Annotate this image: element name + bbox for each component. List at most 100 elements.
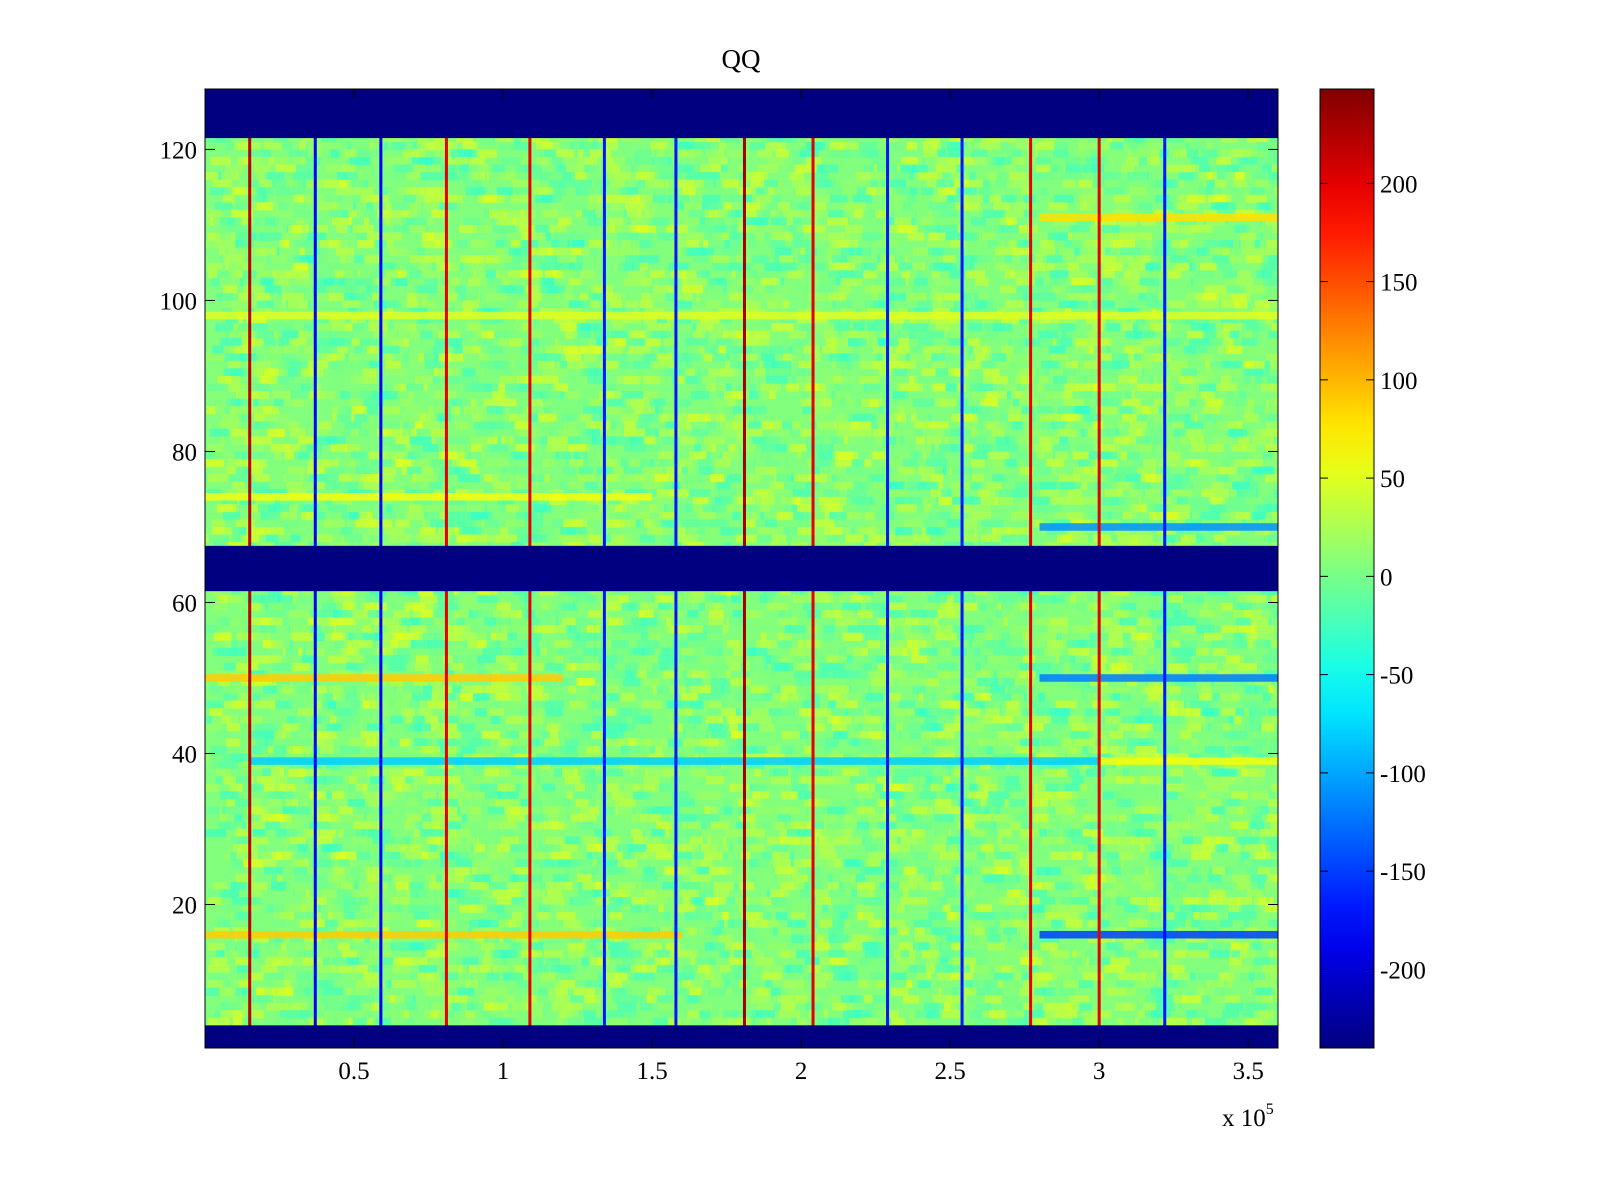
heatmap-noise-cell — [477, 338, 499, 347]
heatmap-noise-cell — [1205, 375, 1228, 385]
heatmap-noise-cell — [1267, 375, 1278, 385]
heatmap-noise-cell — [623, 262, 641, 271]
heatmap-noise-cell — [524, 232, 546, 241]
heatmap-noise-cell — [610, 315, 628, 324]
heatmap-noise-cell — [368, 315, 391, 324]
heatmap-noise-cell — [1191, 443, 1206, 453]
heatmap-noise-cell — [385, 383, 401, 392]
heatmap-noise-cell — [1266, 474, 1278, 483]
heatmap-noise-cell — [499, 375, 516, 385]
heatmap-noise-cell — [1260, 224, 1278, 234]
heatmap-noise-cell — [383, 330, 397, 339]
heatmap-noise-cell — [1211, 481, 1233, 490]
heatmap-noise-cell — [1223, 360, 1242, 369]
heatmap-noise-cell — [474, 421, 494, 430]
heatmap-noise-cell — [729, 232, 742, 241]
heatmap-noise-cell — [1087, 481, 1104, 490]
heatmap-noise-cell — [693, 255, 713, 264]
heatmap-noise-cell — [457, 292, 479, 302]
heatmap-noise-cell — [336, 224, 351, 234]
heatmap-noise-cell — [875, 436, 890, 445]
heatmap-noise-cell — [622, 496, 638, 505]
heatmap-noise-cell — [547, 391, 565, 400]
heatmap-noise-cell — [543, 149, 563, 158]
heatmap-noise-cell — [558, 375, 576, 385]
heatmap-noise-cell — [1184, 141, 1207, 151]
heatmap-noise-cell — [886, 496, 904, 505]
heatmap-noise-cell — [1192, 368, 1207, 377]
heatmap-noise-cell — [538, 277, 555, 286]
heatmap-noise-cell — [1197, 187, 1213, 196]
heatmap-noise-cell — [1271, 179, 1278, 188]
heatmap-noise-cell — [683, 474, 703, 483]
heatmap-noise-cell — [914, 315, 929, 324]
heatmap-noise-cell — [635, 406, 656, 415]
heatmap-noise-cell — [841, 187, 858, 196]
heatmap-noise-cell — [1139, 240, 1158, 249]
heatmap-noise-cell — [751, 406, 768, 415]
heatmap-noise-cell — [1168, 300, 1187, 309]
heatmap-noise-cell — [506, 323, 524, 332]
heatmap-noise-cell — [414, 262, 432, 271]
heatmap-noise-cell — [848, 247, 863, 256]
heatmap-noise-cell — [902, 323, 919, 332]
heatmap-noise-cell — [1138, 292, 1159, 302]
heatmap-noise-cell — [386, 300, 408, 309]
heatmap-noise-cell — [349, 398, 368, 407]
heatmap-noise-cell — [1158, 459, 1177, 468]
heatmap-noise-cell — [238, 179, 251, 188]
heatmap-noise-cell — [514, 474, 529, 483]
heatmap-noise-cell — [816, 247, 837, 256]
heatmap-noise-cell — [700, 368, 721, 377]
heatmap-noise-cell — [471, 413, 485, 422]
heatmap-noise-cell — [793, 338, 806, 347]
heatmap-noise-cell — [995, 421, 1013, 430]
heatmap-noise-cell — [623, 277, 645, 286]
heatmap-noise-cell — [275, 217, 288, 226]
heatmap-noise-cell — [1029, 315, 1051, 324]
heatmap-noise-cell — [1138, 157, 1151, 166]
heatmap-noise-cell — [423, 202, 440, 211]
heatmap-noise-cell — [912, 285, 932, 294]
heatmap-noise-cell — [599, 436, 616, 445]
heatmap-noise-cell — [468, 164, 489, 173]
heatmap-noise-cell — [1061, 413, 1077, 422]
heatmap-noise-cell — [281, 330, 299, 339]
heatmap-noise-cell — [344, 421, 362, 430]
heatmap-noise-cell — [970, 436, 987, 445]
heatmap-noise-cell — [536, 157, 552, 166]
heatmap-noise-cell — [861, 262, 877, 271]
heatmap-noise-cell — [207, 383, 229, 392]
heatmap-noise-cell — [457, 375, 479, 385]
heatmap-noise-cell — [288, 224, 302, 234]
heatmap-noise-cell — [991, 375, 1008, 385]
heatmap-noise-cell — [488, 443, 508, 453]
heatmap-noise-cell — [992, 149, 1006, 158]
heatmap-noise-cell — [291, 474, 310, 483]
heatmap-noise-cell — [584, 353, 597, 362]
heatmap-noise-cell — [224, 247, 243, 256]
heatmap-noise-cell — [1059, 474, 1080, 483]
heatmap-noise-cell — [1134, 391, 1154, 400]
heatmap-noise-cell — [448, 285, 467, 294]
heatmap-noise-cell — [269, 421, 290, 430]
heatmap-noise-cell — [473, 406, 487, 415]
heatmap-noise-cell — [530, 406, 553, 415]
heatmap-noise-cell — [1144, 489, 1161, 498]
heatmap-noise-cell — [238, 224, 254, 234]
heatmap-noise-cell — [980, 360, 995, 369]
heatmap-noise-cell — [1104, 262, 1124, 271]
heatmap-noise-cell — [273, 398, 293, 407]
heatmap-noise-cell — [1265, 217, 1278, 226]
heatmap-noise-cell — [679, 134, 695, 143]
heatmap-noise-cell — [670, 323, 690, 332]
heatmap-noise-cell — [828, 209, 843, 218]
heatmap-noise-cell — [1231, 443, 1247, 453]
heatmap-noise-cell — [280, 187, 301, 196]
heatmap-noise-cell — [433, 345, 448, 354]
heatmap-noise-cell — [400, 428, 418, 437]
heatmap-noise-cell — [1139, 232, 1153, 241]
heatmap-noise-cell — [834, 262, 855, 271]
heatmap-noise-cell — [569, 141, 586, 151]
heatmap-noise-cell — [555, 209, 571, 218]
